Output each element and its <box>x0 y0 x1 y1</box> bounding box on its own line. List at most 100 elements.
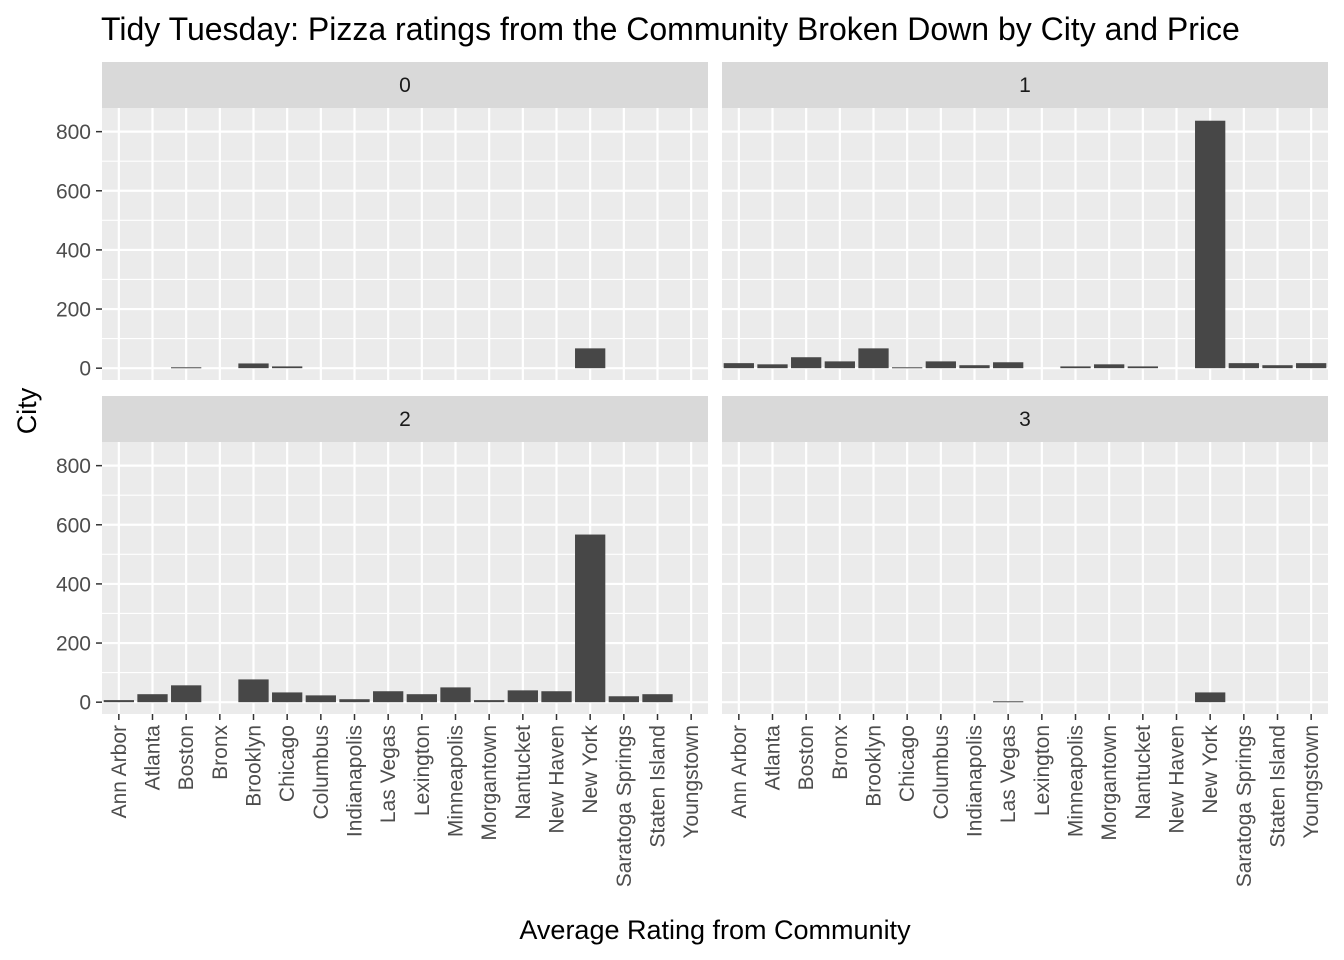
x-tick-label: New York <box>1199 725 1222 814</box>
x-tick-label: Indianapolis <box>344 725 367 837</box>
panel-3: 3 Las Vegas: 3 New York: 33 Ann Arbor Atlant… <box>722 396 1328 887</box>
x-tick-label: New Haven <box>1166 725 1189 834</box>
x-tick-label: Bronx <box>829 725 852 780</box>
y-tick-label: 800 <box>56 121 91 144</box>
x-tick-label: Saratoga Springs <box>613 725 636 887</box>
facet-strip <box>722 396 1328 442</box>
x-tick-label: Youngstown <box>1300 725 1323 839</box>
x-tick-label: Atlanta <box>762 725 785 791</box>
x-tick-label: Morgantown <box>478 725 501 841</box>
x-tick-label: Nantucket <box>1132 725 1155 820</box>
x-tick-label: Nantucket <box>512 725 535 820</box>
y-tick-label: 400 <box>56 573 91 596</box>
x-tick-label: Staten Island <box>1267 725 1290 848</box>
bar-indianapolis: Indianapolis: 10 <box>339 699 370 703</box>
x-tick-label: Brooklyn <box>863 725 886 807</box>
facet-strip-label: 1 <box>1019 74 1031 97</box>
y-tick-label: 600 <box>56 514 91 537</box>
bar-staten-island: Staten Island: 10 <box>1262 365 1293 369</box>
bar-brooklyn: Brooklyn: 77 <box>238 679 269 703</box>
bar-staten-island: Staten Island: 27 <box>642 694 673 703</box>
y-tick-label: 200 <box>56 299 91 322</box>
x-tick-label: Minneapolis <box>445 725 468 837</box>
bar-saratoga-springs: Saratoga Springs: 20 <box>608 696 639 703</box>
bar-chicago: Chicago: 3 <box>892 367 923 369</box>
facet-strip-label: 3 <box>1019 408 1031 431</box>
x-tick-label: Chicago <box>896 725 919 802</box>
x-tick-label: Staten Island <box>647 725 670 848</box>
bar-boston: Boston: 57 <box>171 685 202 703</box>
y-tick-label: 400 <box>56 239 91 262</box>
bar-bronx: Bronx: 23 <box>824 361 855 369</box>
x-tick-label: Brooklyn <box>243 725 266 807</box>
bar-brooklyn: Brooklyn: 16 <box>238 363 269 369</box>
bar-new-york: New York: 33 <box>1195 692 1226 703</box>
bar-indianapolis: Indianapolis: 10 <box>959 365 990 369</box>
bar-new-york: New York: 67 <box>575 348 606 369</box>
bar-chicago: Chicago: 6 <box>272 366 303 369</box>
bar-las-vegas: Las Vegas: 20 <box>993 362 1024 369</box>
panel-0: 0 Boston: 3 Brooklyn: 16Chicago: 6 New York… <box>56 62 708 381</box>
x-tick-label: Lexington <box>411 725 434 816</box>
bar-columbus: Columbus: 23 <box>305 695 336 703</box>
x-tick-label: Minneapolis <box>1065 725 1088 837</box>
bar-las-vegas: Las Vegas: 37 <box>373 691 404 703</box>
x-tick-label: Las Vegas <box>377 725 400 823</box>
bar-nantucket: Nantucket: 6 <box>1127 366 1158 369</box>
y-tick-label: 800 <box>56 455 91 478</box>
bar-nantucket: Nantucket: 40 <box>507 690 538 703</box>
facet-strip <box>722 62 1328 108</box>
x-tick-label: Bronx <box>209 725 232 780</box>
panel-1: 1 Ann Arbor: 17Atlanta: 13Boston: 37Bronx… <box>722 62 1328 380</box>
bar-new-york: New York: 837 <box>1195 120 1226 369</box>
panel-background <box>102 442 708 714</box>
panel-background <box>102 108 708 380</box>
x-axis-title: Average Rating from Community <box>519 915 911 945</box>
bar-new-york: New York: 567 <box>575 534 606 703</box>
bar-new-haven: New Haven: 37 <box>541 691 572 703</box>
bar-lexington: Lexington: 27 <box>406 694 437 703</box>
y-tick-label: 600 <box>56 180 91 203</box>
chart-title: Tidy Tuesday: Pizza ratings from the Com… <box>101 11 1240 47</box>
bar-ann-arbor: Ann Arbor: 17 <box>723 363 754 369</box>
bar-atlanta: Atlanta: 13 <box>757 364 788 369</box>
x-tick-label: Atlanta <box>142 725 165 791</box>
x-tick-label: New York <box>579 725 602 814</box>
x-tick-label: New Haven <box>546 725 569 834</box>
x-tick-label: Las Vegas <box>997 725 1020 823</box>
x-tick-label: Ann Arbor <box>108 725 131 818</box>
x-tick-label: Saratoga Springs <box>1233 725 1256 887</box>
bar-brooklyn: Brooklyn: 67 <box>858 348 889 369</box>
panel-background <box>722 108 1328 380</box>
bar-morgantown: Morgantown: 7 <box>474 700 505 703</box>
x-tick-label: Columbus <box>930 725 953 820</box>
bar-boston: Boston: 3 <box>171 367 202 369</box>
bar-las-vegas: Las Vegas: 3 <box>993 701 1024 703</box>
facet-strip-label: 0 <box>399 74 411 97</box>
bar-ann-arbor: Ann Arbor: 7 <box>103 700 134 703</box>
facet-strip <box>102 62 708 108</box>
y-axis-title: City <box>12 387 42 434</box>
bar-columbus: Columbus: 23 <box>925 361 956 369</box>
facet-panels: 0 Boston: 3 Brooklyn: 16Chicago: 6 New York… <box>56 62 1328 887</box>
y-tick-label: 0 <box>79 692 91 715</box>
x-tick-label: Boston <box>795 725 818 790</box>
bar-atlanta: Atlanta: 27 <box>137 694 168 703</box>
x-tick-label: Lexington <box>1031 725 1054 816</box>
y-tick-label: 0 <box>79 358 91 381</box>
x-tick-label: Chicago <box>276 725 299 802</box>
x-tick-label: Morgantown <box>1098 725 1121 841</box>
x-tick-label: Ann Arbor <box>728 725 751 818</box>
x-tick-label: Boston <box>175 725 198 790</box>
bar-youngstown: Youngstown: 17 <box>1296 363 1327 369</box>
panel-2: 2 Ann Arbor: 7Atlanta: 27Boston: 57 Brookl… <box>56 396 708 887</box>
x-tick-label: Columbus <box>310 725 333 820</box>
bar-saratoga-springs: Saratoga Springs: 17 <box>1228 363 1259 369</box>
x-tick-label: Indianapolis <box>964 725 987 837</box>
bar-minneapolis: Minneapolis: 50 <box>440 687 471 703</box>
bar-minneapolis: Minneapolis: 6 <box>1060 366 1091 369</box>
panel-background <box>722 442 1328 714</box>
facet-strip <box>102 396 708 442</box>
bar-chicago: Chicago: 33 <box>272 692 303 703</box>
